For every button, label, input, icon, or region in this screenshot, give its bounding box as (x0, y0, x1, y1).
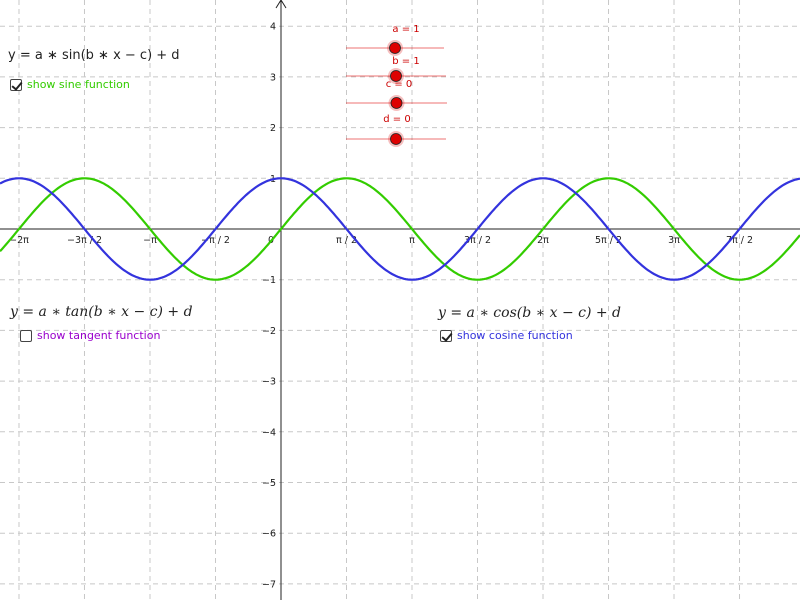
slider-d-label: d = 0 (383, 114, 411, 125)
slider-c-label: c = 0 (385, 79, 413, 90)
y-tick-label: 4 (270, 22, 276, 33)
cosine-formula: y = a ∗ cos(b ∗ x − c) + d (438, 305, 622, 321)
x-tick-label: π (409, 235, 415, 246)
slider-b-label: b = 1 (392, 56, 420, 67)
x-tick-label: −3π / 2 (67, 235, 102, 246)
y-tick-label: −2 (262, 326, 276, 337)
y-tick-label: −1 (262, 275, 276, 286)
tangent-formula: y = a ∗ tan(b ∗ x − c) + d (10, 304, 193, 320)
cosine-curve[interactable] (0, 177, 800, 281)
y-axis-arrow (275, 0, 287, 9)
x-tick-label: 3π (668, 235, 680, 246)
tangent-checkbox-row[interactable]: show tangent function (20, 329, 160, 342)
x-tick-label: −2π (9, 235, 29, 246)
x-tick-label: −π / 2 (201, 235, 230, 246)
x-tick-label: −π (143, 235, 157, 246)
slider-d-handle[interactable] (390, 133, 402, 145)
x-tick-label: 3π / 2 (464, 235, 491, 246)
sine-checkbox-row[interactable]: show sine function (10, 78, 130, 91)
y-tick-label: 2 (270, 123, 276, 134)
sine-checkbox[interactable] (10, 78, 22, 91)
y-tick-label: −5 (262, 478, 276, 489)
cosine-checkbox[interactable] (440, 329, 452, 342)
tangent-checkbox[interactable] (20, 329, 32, 342)
slider-b-handle[interactable] (390, 70, 402, 82)
slider-a-label: a = 1 (392, 24, 420, 35)
x-tick-label: 5π / 2 (595, 235, 622, 246)
y-tick-label: 3 (270, 72, 276, 83)
slider-c-handle[interactable] (390, 97, 403, 109)
y-tick-label: −7 (262, 579, 276, 590)
sine-formula: y = a ∗ sin(b ∗ x − c) + d (8, 48, 180, 63)
tangent-checkbox-label[interactable]: show tangent function (37, 329, 161, 342)
cosine-checkbox-label[interactable]: show cosine function (457, 329, 573, 342)
sine-curve[interactable] (0, 177, 800, 281)
y-tick-label: −3 (262, 377, 276, 388)
cosine-checkbox-row[interactable]: show cosine function (440, 329, 573, 342)
slider-a-handle[interactable] (389, 42, 401, 54)
sine-checkbox-label[interactable]: show sine function (27, 78, 130, 91)
y-tick-label: −6 (262, 529, 276, 540)
x-tick-label: π / 2 (336, 235, 357, 246)
y-tick-label: −4 (262, 427, 276, 438)
x-tick-label: 7π / 2 (726, 235, 753, 246)
parameter-sliders[interactable] (346, 40, 447, 147)
x-tick-label: 2π (537, 235, 549, 246)
